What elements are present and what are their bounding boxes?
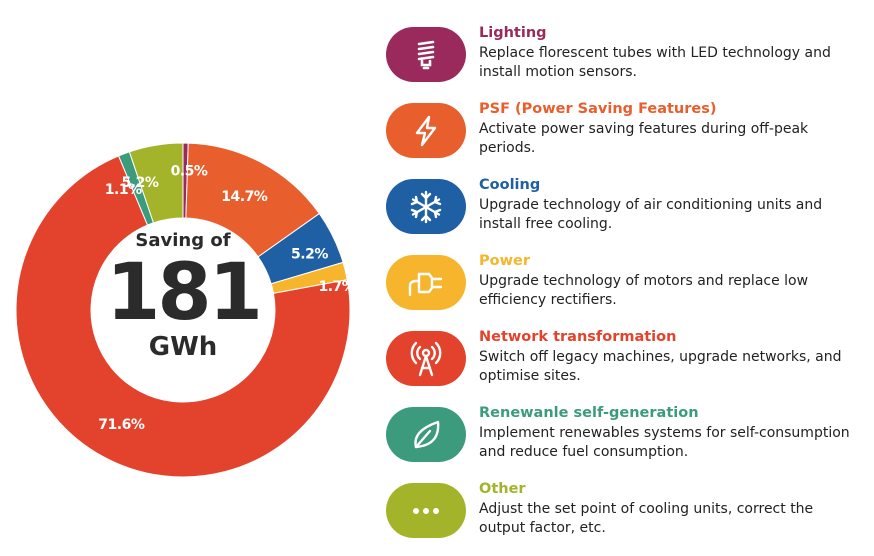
lightbulb-icon bbox=[409, 38, 443, 72]
legend-title: Network transformation bbox=[479, 329, 677, 345]
center-unit: GWh bbox=[148, 332, 218, 362]
legend-item-cooling: Cooling Upgrade technology of air condit… bbox=[386, 174, 866, 250]
legend-desc: Switch off legacy machines, upgrade netw… bbox=[479, 349, 842, 384]
antenna-icon bbox=[408, 341, 444, 377]
legend-desc: Implement renewables systems for self-co… bbox=[479, 425, 850, 460]
legend-desc: Replace florescent tubes with LED techno… bbox=[479, 45, 831, 80]
legend-title: Cooling bbox=[479, 177, 541, 193]
plug-icon bbox=[407, 268, 445, 298]
lightning-icon bbox=[409, 114, 443, 148]
legend-desc: Upgrade technology of air conditioning u… bbox=[479, 197, 823, 232]
legend-item-psf: PSF (Power Saving Features) Activate pow… bbox=[386, 98, 866, 174]
donut-chart: 0.5% 14.7% 5.2% 1.7% 71.6% 1.1% 5.2% Saving of… bbox=[8, 128, 358, 538]
legend-desc: Adjust the set point of cooling units, c… bbox=[479, 501, 814, 536]
leaf-icon bbox=[408, 417, 444, 453]
slice-label: 1.1% bbox=[105, 182, 142, 198]
legend-title: Power bbox=[479, 253, 530, 269]
legend-item-lighting: Lighting Replace florescent tubes with L… bbox=[386, 22, 866, 98]
other-badge bbox=[386, 483, 466, 538]
legend-title: Other bbox=[479, 481, 526, 497]
slice-label: 71.6% bbox=[98, 417, 145, 433]
slice-label: 1.7% bbox=[319, 279, 356, 295]
center-value: 181 bbox=[106, 248, 263, 338]
legend: Lighting Replace florescent tubes with L… bbox=[386, 22, 866, 554]
slice-label: 5.2% bbox=[291, 246, 328, 262]
legend-desc: Upgrade technology of motors and replace… bbox=[479, 273, 809, 308]
donut-hole bbox=[91, 218, 275, 402]
slice-label: 5.2% bbox=[122, 175, 159, 191]
legend-title: Lighting bbox=[479, 25, 547, 41]
ellipsis-icon bbox=[411, 506, 441, 516]
snowflake-icon bbox=[408, 189, 444, 225]
legend-item-power: Power Upgrade technology of motors and r… bbox=[386, 250, 866, 326]
renewable-badge bbox=[386, 407, 466, 462]
slice-label: 0.5% bbox=[171, 164, 208, 180]
legend-item-other: Other Adjust the set point of cooling un… bbox=[386, 478, 866, 554]
donut-svg: 0.5%14.7%5.2%1.7%71.6%1.1%5.2% bbox=[15, 142, 356, 478]
legend-title: PSF (Power Saving Features) bbox=[479, 101, 717, 117]
slice-label: 14.7% bbox=[221, 189, 268, 205]
lighting-badge bbox=[386, 27, 466, 82]
legend-desc: Activate power saving features during of… bbox=[479, 121, 809, 156]
center-caption: Saving of bbox=[135, 230, 231, 251]
legend-title: Renewanle self-generation bbox=[479, 405, 699, 421]
cooling-badge bbox=[386, 179, 466, 234]
power-badge bbox=[386, 255, 466, 310]
network-badge bbox=[386, 331, 466, 386]
psf-badge bbox=[386, 103, 466, 158]
legend-item-renewable: Renewanle self-generation Implement rene… bbox=[386, 402, 866, 478]
legend-item-network: Network transformation Switch off legacy… bbox=[386, 326, 866, 402]
